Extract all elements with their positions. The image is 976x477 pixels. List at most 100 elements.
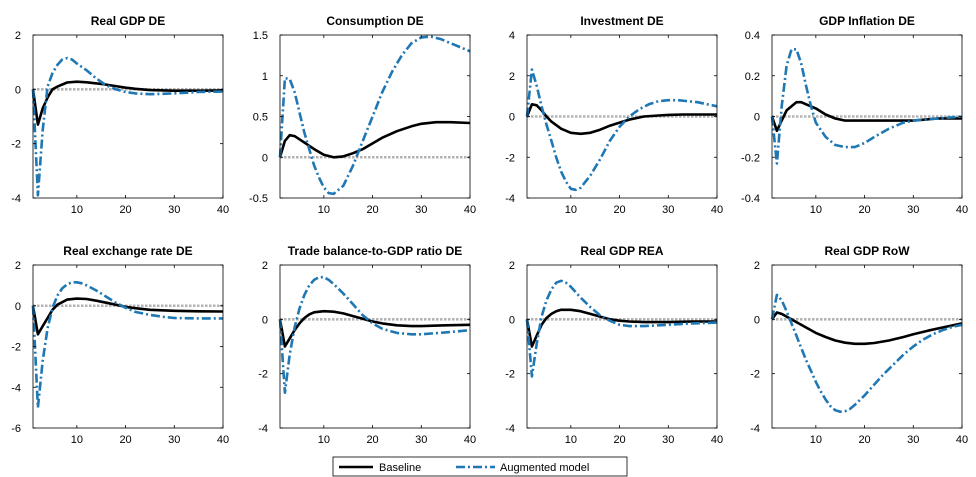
legend: Baseline Augmented model [332, 456, 628, 477]
y-tick-label: -0.4 [741, 193, 760, 205]
x-tick-label: 20 [858, 204, 870, 216]
x-tick-label: 10 [565, 434, 577, 446]
x-tick-label: 30 [415, 434, 427, 446]
y-tick-label: -2 [505, 369, 515, 381]
augmented-series-line [31, 56, 224, 197]
x-tick-label: 40 [956, 434, 968, 446]
legend-augmented-label: Augmented model [500, 462, 589, 474]
baseline-series-line [278, 309, 471, 348]
y-tick-label: -0.5 [249, 193, 268, 205]
x-tick-label: 40 [711, 434, 723, 446]
y-tick-label: 0 [262, 314, 268, 326]
axes-box [32, 34, 224, 199]
augmented-series-line [31, 280, 223, 409]
chart-panel: Trade balance-to-GDP ratio DE -4 -2 0 2 10 20 3… [258, 244, 476, 446]
y-tick-label: -2 [505, 152, 515, 164]
x-tick-label: 30 [415, 204, 427, 216]
y-tick-label: 1.5 [253, 30, 268, 42]
y-tick-label: 0 [754, 314, 760, 326]
axes-box [771, 264, 963, 429]
y-tick-label: -0.2 [741, 152, 760, 164]
y-tick-label: -4 [11, 193, 21, 205]
legend-baseline-label: Baseline [379, 462, 421, 474]
baseline-series-line [278, 120, 471, 159]
baseline-series-line [770, 100, 962, 133]
chart-title: GDP Inflation DE [819, 14, 915, 28]
x-tick-label: 40 [956, 204, 968, 216]
y-tick-label: 0.5 [253, 112, 268, 124]
y-tick-label: -4 [258, 423, 268, 435]
x-tick-label: 20 [119, 434, 131, 446]
y-tick-label: -2 [750, 369, 760, 381]
y-tick-label: -4 [505, 423, 515, 435]
y-tick-label: 0.2 [745, 71, 760, 83]
y-tick-label: 0 [15, 301, 21, 313]
chart-panel: GDP Inflation DE -0.4 -0.2 0 0.2 0.4 10 20 30 40 [741, 14, 968, 216]
x-tick-label: 10 [71, 434, 83, 446]
x-tick-label: 20 [858, 434, 870, 446]
y-tick-label: 2 [509, 260, 515, 272]
chart-title: Real GDP REA [580, 244, 663, 258]
y-tick-label: 0 [262, 152, 268, 164]
x-tick-label: 10 [810, 204, 822, 216]
x-tick-label: 40 [217, 434, 229, 446]
x-tick-label: 20 [366, 434, 378, 446]
y-tick-label: 0 [754, 112, 760, 124]
x-tick-label: 20 [366, 204, 378, 216]
x-tick-label: 10 [810, 434, 822, 446]
x-tick-label: 30 [907, 434, 919, 446]
y-tick-label: 2 [754, 260, 760, 272]
baseline-series-line [31, 297, 224, 336]
augmented-series-line [278, 275, 471, 395]
axes-box [279, 264, 471, 429]
chart-panel: Investment DE -4 -2 0 2 4 10 20 30 40 [505, 14, 723, 216]
x-tick-label: 30 [168, 434, 180, 446]
x-tick-label: 10 [71, 204, 83, 216]
y-tick-label: -4 [750, 423, 760, 435]
chart-panel: Real exchange rate DE -6 -4 -2 0 2 10 20 30 40 [11, 244, 229, 446]
chart-title: Investment DE [580, 14, 663, 28]
x-tick-label: 10 [565, 204, 577, 216]
x-tick-label: 20 [613, 434, 625, 446]
y-tick-label: -2 [11, 139, 21, 151]
y-tick-label: 4 [509, 30, 515, 42]
x-tick-label: 30 [662, 434, 674, 446]
y-tick-label: -2 [11, 342, 21, 354]
y-tick-label: 2 [509, 71, 515, 83]
y-tick-label: -4 [11, 382, 21, 394]
baseline-series-line [525, 308, 717, 348]
augmented-series-line [278, 35, 471, 196]
y-tick-label: 0.4 [745, 30, 760, 42]
y-tick-label: -2 [258, 369, 268, 381]
x-tick-label: 10 [318, 204, 330, 216]
y-tick-label: 0 [509, 314, 515, 326]
axes-box [526, 264, 718, 429]
x-tick-label: 10 [318, 434, 330, 446]
x-tick-label: 40 [464, 204, 476, 216]
y-tick-label: 2 [15, 30, 21, 42]
augmented-series-line [770, 47, 963, 165]
chart-title: Trade balance-to-GDP ratio DE [288, 244, 463, 258]
chart-panel: Real GDP DE -4 -2 0 2 10 20 30 40 [11, 14, 229, 216]
y-tick-label: 2 [262, 260, 268, 272]
chart-panel: Real GDP REA -4 -2 0 2 10 20 30 40 [505, 244, 723, 446]
x-tick-label: 20 [613, 204, 625, 216]
augmented-series-line [525, 68, 718, 192]
baseline-series-line [525, 103, 717, 136]
chart-title: Real GDP RoW [824, 244, 910, 258]
x-tick-label: 20 [119, 204, 131, 216]
augmented-series-line [770, 293, 963, 414]
x-tick-label: 30 [662, 204, 674, 216]
x-tick-label: 30 [168, 204, 180, 216]
chart-title: Real exchange rate DE [63, 244, 192, 258]
axes-box [279, 34, 471, 199]
y-tick-label: 0 [509, 112, 515, 124]
chart-title: Real GDP DE [91, 14, 165, 28]
x-tick-label: 30 [907, 204, 919, 216]
x-tick-label: 40 [464, 434, 476, 446]
y-tick-label: 0 [15, 84, 21, 96]
chart-title: Consumption DE [326, 14, 423, 28]
y-tick-label: -6 [11, 423, 21, 435]
